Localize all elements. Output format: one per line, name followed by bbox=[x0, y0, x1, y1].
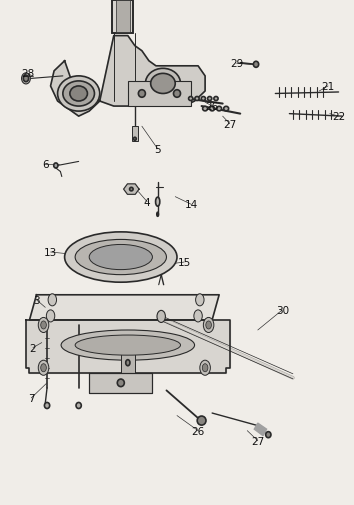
Text: 29: 29 bbox=[230, 59, 243, 69]
Ellipse shape bbox=[70, 87, 87, 102]
Circle shape bbox=[206, 321, 211, 329]
Text: 22: 22 bbox=[332, 112, 345, 122]
Ellipse shape bbox=[224, 107, 229, 112]
Ellipse shape bbox=[63, 82, 95, 107]
Circle shape bbox=[38, 361, 49, 376]
Ellipse shape bbox=[157, 213, 159, 217]
Text: 27: 27 bbox=[251, 436, 264, 446]
Ellipse shape bbox=[58, 77, 100, 112]
Circle shape bbox=[200, 361, 210, 376]
Circle shape bbox=[196, 294, 204, 306]
Ellipse shape bbox=[189, 97, 193, 102]
Ellipse shape bbox=[22, 74, 30, 85]
Polygon shape bbox=[29, 295, 219, 320]
Circle shape bbox=[157, 311, 165, 323]
Ellipse shape bbox=[197, 416, 206, 425]
Ellipse shape bbox=[75, 240, 166, 275]
Ellipse shape bbox=[117, 379, 124, 387]
Circle shape bbox=[202, 364, 208, 372]
Ellipse shape bbox=[65, 232, 177, 283]
Ellipse shape bbox=[130, 188, 133, 191]
Ellipse shape bbox=[202, 107, 207, 112]
Ellipse shape bbox=[201, 97, 205, 102]
Text: 7: 7 bbox=[28, 393, 35, 403]
Ellipse shape bbox=[253, 62, 259, 68]
Text: 13: 13 bbox=[44, 247, 57, 258]
Ellipse shape bbox=[195, 97, 199, 102]
Ellipse shape bbox=[133, 138, 136, 141]
Circle shape bbox=[194, 310, 202, 322]
Bar bbox=[121, 353, 135, 373]
Ellipse shape bbox=[155, 198, 160, 207]
Ellipse shape bbox=[266, 432, 271, 438]
Ellipse shape bbox=[214, 97, 218, 102]
Polygon shape bbox=[124, 184, 139, 195]
Circle shape bbox=[48, 294, 57, 306]
Text: 14: 14 bbox=[184, 200, 198, 210]
Ellipse shape bbox=[75, 335, 181, 356]
Polygon shape bbox=[51, 36, 205, 117]
Bar bbox=[132, 127, 138, 142]
Bar bbox=[112, 2, 133, 34]
Bar bbox=[112, 2, 133, 34]
Text: 5: 5 bbox=[154, 144, 161, 155]
Ellipse shape bbox=[217, 107, 222, 112]
Ellipse shape bbox=[145, 69, 181, 99]
Text: 26: 26 bbox=[206, 102, 219, 112]
Text: 21: 21 bbox=[321, 82, 335, 92]
Ellipse shape bbox=[44, 402, 50, 409]
Circle shape bbox=[203, 318, 214, 333]
Ellipse shape bbox=[23, 76, 29, 82]
Circle shape bbox=[41, 364, 46, 372]
Circle shape bbox=[41, 321, 46, 329]
Bar bbox=[89, 373, 153, 393]
Polygon shape bbox=[26, 320, 230, 373]
Bar bbox=[128, 82, 191, 107]
Text: 15: 15 bbox=[177, 258, 191, 268]
Text: 4: 4 bbox=[144, 197, 150, 207]
Ellipse shape bbox=[76, 402, 81, 409]
Polygon shape bbox=[254, 423, 267, 436]
Circle shape bbox=[46, 310, 55, 322]
Circle shape bbox=[38, 318, 49, 333]
Text: 2: 2 bbox=[30, 343, 36, 353]
Text: 6: 6 bbox=[42, 160, 48, 170]
Ellipse shape bbox=[89, 245, 153, 270]
Bar bbox=[89, 373, 153, 393]
Text: 28: 28 bbox=[21, 69, 34, 79]
Ellipse shape bbox=[61, 330, 195, 361]
Ellipse shape bbox=[151, 74, 175, 94]
Text: 3: 3 bbox=[33, 295, 40, 305]
Ellipse shape bbox=[173, 90, 181, 98]
Ellipse shape bbox=[126, 360, 130, 366]
Text: 30: 30 bbox=[276, 305, 289, 315]
Ellipse shape bbox=[207, 97, 212, 102]
Bar bbox=[115, 2, 130, 33]
Text: 27: 27 bbox=[223, 120, 236, 129]
Ellipse shape bbox=[138, 90, 145, 98]
Ellipse shape bbox=[210, 107, 215, 112]
Text: 26: 26 bbox=[192, 426, 205, 436]
Ellipse shape bbox=[54, 164, 58, 169]
